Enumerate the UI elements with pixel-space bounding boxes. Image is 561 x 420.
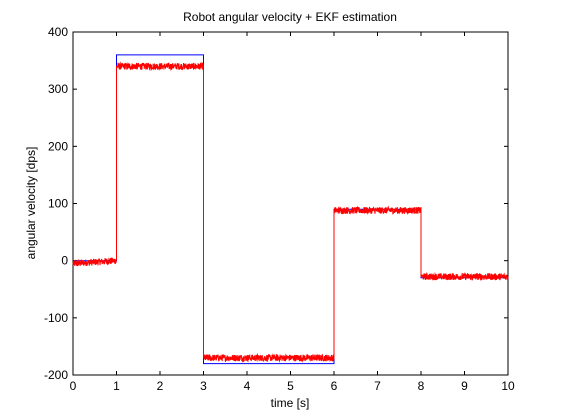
x-tick-label: 4 — [244, 379, 251, 393]
x-tick-label: 8 — [418, 379, 425, 393]
y-tick-label: 400 — [48, 25, 68, 39]
y-tick-label: 0 — [61, 254, 68, 268]
y-tick-label: 100 — [48, 197, 68, 211]
x-tick-label: 9 — [461, 379, 468, 393]
x-tick-label: 2 — [157, 379, 164, 393]
y-axis-label: angular velocity [dps] — [24, 147, 38, 260]
chart-title: Robot angular velocity + EKF estimation — [183, 10, 397, 24]
series-layer — [72, 54, 509, 365]
plot-area — [72, 31, 509, 376]
x-tick-label: 3 — [200, 379, 207, 393]
x-tick-label: 10 — [501, 379, 515, 393]
x-axis-label: time [s] — [271, 396, 310, 410]
series-line-red — [72, 61, 509, 363]
y-tick-label: -200 — [44, 368, 68, 382]
ticks: 0 1 2 3 4 5 6 7 8 9 10 -200 -100 0 100 200 300 400 — [44, 25, 515, 393]
x-tick-label: 7 — [374, 379, 381, 393]
y-tick-label: 300 — [48, 82, 68, 96]
x-tick-label: 6 — [331, 379, 338, 393]
x-tick-label: 5 — [287, 379, 294, 393]
x-tick-label: 0 — [70, 379, 77, 393]
y-tick-label: 200 — [48, 139, 68, 153]
x-tick-label: 1 — [113, 379, 120, 393]
y-tick-label: -100 — [44, 311, 68, 325]
